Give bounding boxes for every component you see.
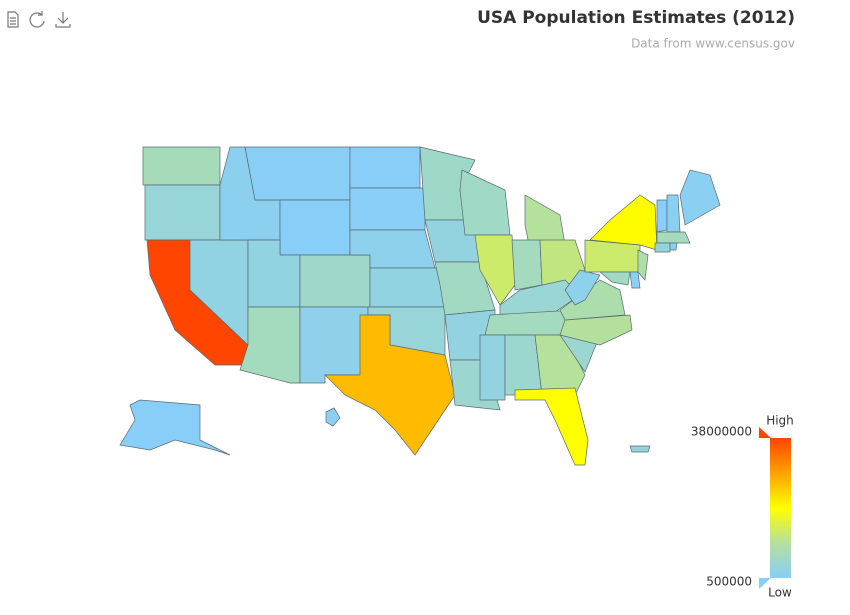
state	[142, 146, 221, 186]
color-bar	[770, 438, 791, 578]
state	[239, 306, 301, 384]
download-icon[interactable]	[55, 12, 71, 28]
state	[589, 194, 658, 251]
state	[629, 445, 651, 453]
map	[119, 146, 721, 466]
state	[599, 271, 631, 286]
state	[369, 267, 446, 308]
state	[244, 146, 351, 201]
toolbar	[7, 11, 71, 28]
state	[144, 184, 221, 241]
state	[514, 387, 589, 466]
state	[349, 187, 426, 231]
state	[479, 334, 506, 401]
state	[279, 199, 351, 256]
state	[349, 146, 421, 189]
state	[564, 269, 601, 306]
chart-title: USA Population Estimates (2012)	[477, 8, 795, 28]
state	[656, 199, 668, 233]
state	[669, 242, 678, 251]
state	[119, 399, 231, 456]
state	[584, 239, 641, 273]
state	[656, 231, 691, 244]
state	[459, 169, 511, 236]
state	[637, 249, 649, 281]
legend: High Low 500000 38000000	[691, 414, 794, 600]
state	[654, 242, 671, 253]
color-tick-label: 500000	[706, 575, 752, 589]
legend-low: Low	[768, 586, 792, 600]
state	[299, 306, 369, 384]
export-icon[interactable]	[7, 11, 19, 28]
state	[325, 407, 341, 427]
color-tick-label: 38000000	[691, 425, 752, 439]
low-marker	[759, 578, 771, 589]
state	[666, 194, 681, 233]
state	[324, 314, 456, 456]
state	[299, 254, 371, 308]
state	[511, 239, 543, 291]
chart-subtitle: Data from www.census.gov	[631, 37, 795, 51]
high-marker	[759, 427, 771, 438]
state	[679, 169, 721, 226]
state	[629, 271, 641, 289]
state	[474, 234, 516, 306]
refresh-icon[interactable]	[29, 11, 45, 28]
legend-high: High	[766, 414, 794, 428]
